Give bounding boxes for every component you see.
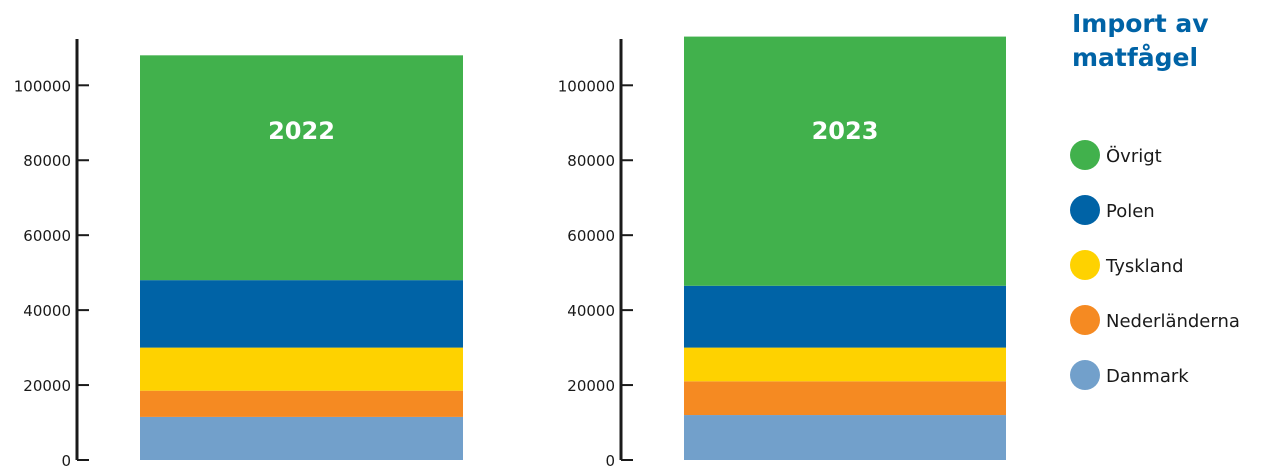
y-tick-label: 60000 <box>23 227 71 245</box>
y-tick-label: 0 <box>605 452 615 467</box>
bar-segment-2022-4 <box>140 55 463 281</box>
chart-title-line: Import av <box>1072 9 1209 38</box>
bar-segment-2022-1 <box>140 390 463 417</box>
bar-segment-2023-3 <box>684 285 1006 348</box>
y-tick-label: 80000 <box>567 152 615 170</box>
bar-segment-2023-2 <box>684 347 1006 382</box>
bar-segment-2022-2 <box>140 347 463 391</box>
y-tick-label: 20000 <box>567 377 615 395</box>
bar-segment-2023-4 <box>684 36 1006 286</box>
chart-panels: 0 20000 40000 60000 80000 100000 2022 0 20000 400… <box>14 36 1006 467</box>
panel-2023: 0 20000 40000 60000 80000 100000 2023 <box>558 36 1006 467</box>
category-label: 2023 <box>812 117 879 145</box>
panel-2022: 0 20000 40000 60000 80000 100000 2022 <box>14 39 463 467</box>
bar-segment-2023-1 <box>684 381 1006 416</box>
legend: Övrigt Polen Tyskland Nederländerna Danmark <box>1070 140 1240 390</box>
category-label: 2022 <box>268 117 335 145</box>
y-tick-label: 100000 <box>558 77 615 95</box>
legend-label: Polen <box>1106 201 1155 222</box>
chart-title-line: matfågel <box>1072 43 1198 72</box>
bar-segment-2023-0 <box>684 415 1006 460</box>
legend-label: Nederländerna <box>1106 311 1240 332</box>
y-tick-label: 40000 <box>567 302 615 320</box>
y-tick-label: 0 <box>61 452 71 467</box>
y-tick-label: 60000 <box>567 227 615 245</box>
legend-label: Danmark <box>1106 366 1189 387</box>
legend-item: Tyskland <box>1070 250 1184 280</box>
legend-item: Polen <box>1070 195 1155 225</box>
legend-item: Nederländerna <box>1070 305 1240 335</box>
legend-label: Tyskland <box>1105 256 1184 277</box>
y-tick-label: 20000 <box>23 377 71 395</box>
bar-segment-2022-3 <box>140 280 463 348</box>
legend-swatch <box>1070 360 1100 390</box>
legend-item: Danmark <box>1070 360 1189 390</box>
legend-swatch <box>1070 195 1100 225</box>
chart-title: Import av matfågel <box>1072 9 1209 72</box>
y-tick-label: 100000 <box>14 77 71 95</box>
bar-segment-2022-0 <box>140 416 463 460</box>
y-tick-label: 80000 <box>23 152 71 170</box>
legend-label: Övrigt <box>1106 145 1162 167</box>
legend-item: Övrigt <box>1070 140 1162 170</box>
y-tick-label: 40000 <box>23 302 71 320</box>
legend-swatch <box>1070 250 1100 280</box>
legend-swatch <box>1070 305 1100 335</box>
legend-swatch <box>1070 140 1100 170</box>
